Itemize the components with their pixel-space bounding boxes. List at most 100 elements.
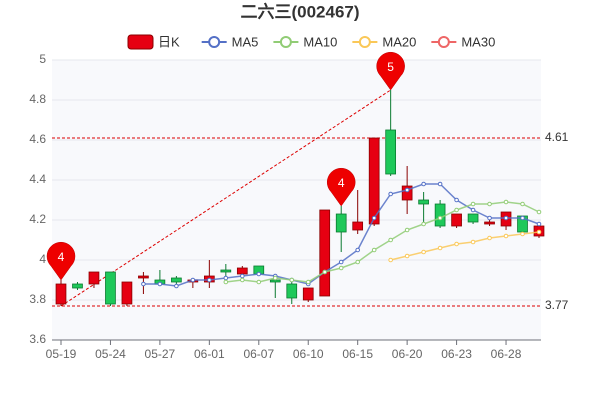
candle-body <box>105 271 116 305</box>
x-tick-label: 06-01 <box>194 347 225 361</box>
ma-point <box>520 215 525 221</box>
ma-point <box>371 247 377 253</box>
legend-label: MA10 <box>303 34 337 49</box>
x-tick-label: 06-20 <box>392 347 423 361</box>
ma-point <box>141 281 146 287</box>
candle-body <box>418 199 429 205</box>
legend-swatch <box>127 34 154 50</box>
y-tick-label: 4.4 <box>29 172 46 186</box>
y-tick-label: 3.6 <box>29 332 46 346</box>
pin-label: 4 <box>58 250 65 264</box>
x-tick-label: 05-19 <box>46 347 77 361</box>
ma-point <box>421 221 426 227</box>
ma-point <box>503 233 509 239</box>
candle-body <box>121 281 133 305</box>
ma-point <box>404 227 410 233</box>
candle-body <box>451 213 462 227</box>
ma-point <box>174 283 179 289</box>
ma-point <box>437 215 443 221</box>
ma-point <box>454 207 459 213</box>
ma-line <box>225 201 540 283</box>
candle-body <box>484 221 495 225</box>
ma-point <box>404 187 410 193</box>
chart-title: 二六三(002467) <box>240 1 359 21</box>
ma-point <box>520 231 525 237</box>
ma-point <box>454 241 459 247</box>
ma-point <box>437 181 443 187</box>
y-tick-label: 4 <box>39 252 46 266</box>
ma-point <box>503 215 509 221</box>
ma-point <box>503 199 509 205</box>
legend-label: 日K <box>158 34 180 49</box>
pin-marker <box>326 167 356 207</box>
ma-point <box>338 265 344 271</box>
ma-point <box>355 259 360 265</box>
legend-marker <box>279 36 292 48</box>
ma-point <box>388 237 393 243</box>
x-tick-label: 06-10 <box>293 347 324 361</box>
legend-marker <box>208 36 221 48</box>
candle-body <box>138 275 149 279</box>
ma-line <box>390 231 540 261</box>
candle-body <box>368 137 380 225</box>
x-tick-label: 06-07 <box>243 347 274 361</box>
ma-point <box>190 277 196 283</box>
candle-body <box>286 283 298 299</box>
candle-body <box>88 271 100 285</box>
ma-point <box>371 215 377 221</box>
ma-point <box>256 279 262 285</box>
ma-point <box>470 201 476 207</box>
candle-body <box>72 283 83 289</box>
ma-point <box>223 275 229 281</box>
reference-label: 4.61 <box>545 130 569 144</box>
legend-label: MA5 <box>232 34 259 49</box>
candle-body <box>171 277 182 283</box>
ma-point <box>322 269 328 275</box>
ma-point <box>305 279 311 285</box>
ma-point <box>421 249 426 255</box>
legend-label: MA30 <box>461 34 495 49</box>
ma-point <box>421 181 426 187</box>
reference-label: 3.77 <box>545 298 569 312</box>
ma-point <box>520 201 525 207</box>
ma-point <box>470 239 476 245</box>
y-tick-label: 5 <box>39 52 46 66</box>
candle-body <box>467 213 479 223</box>
ma-point <box>470 207 476 213</box>
pin-marker <box>46 241 76 281</box>
ma-point <box>437 245 443 251</box>
ma-point <box>256 271 262 277</box>
ma-point <box>157 281 163 287</box>
candle-body <box>401 185 413 201</box>
y-tick-label: 3.8 <box>29 292 46 306</box>
ma-point <box>207 277 212 283</box>
legend-label: MA20 <box>382 34 416 49</box>
ma-point <box>240 273 245 279</box>
pin-marker <box>376 51 405 91</box>
ma-point <box>272 275 278 281</box>
trend-line <box>60 89 391 307</box>
ma-point <box>536 229 542 235</box>
ma-point <box>223 279 229 285</box>
candle-body <box>385 129 397 175</box>
pin-label: 5 <box>387 60 394 74</box>
ma-point <box>388 257 393 263</box>
ma-point <box>338 259 344 265</box>
ma-point <box>355 247 360 253</box>
pin-label: 4 <box>338 176 345 190</box>
legend-marker <box>437 36 450 48</box>
candle-body <box>55 283 67 305</box>
y-tick-label: 4.8 <box>29 92 46 106</box>
x-tick-label: 05-27 <box>145 347 176 361</box>
candle-body <box>220 269 232 273</box>
ma-point <box>404 253 410 259</box>
x-tick-label: 06-23 <box>441 347 472 361</box>
candle-body <box>302 287 314 301</box>
candle-body <box>434 203 446 227</box>
ma-point <box>536 209 542 215</box>
ma-point <box>487 235 492 241</box>
y-tick-label: 4.6 <box>29 132 46 146</box>
ma-point <box>240 277 245 283</box>
ma-point <box>487 215 492 221</box>
candle-body <box>319 209 331 297</box>
